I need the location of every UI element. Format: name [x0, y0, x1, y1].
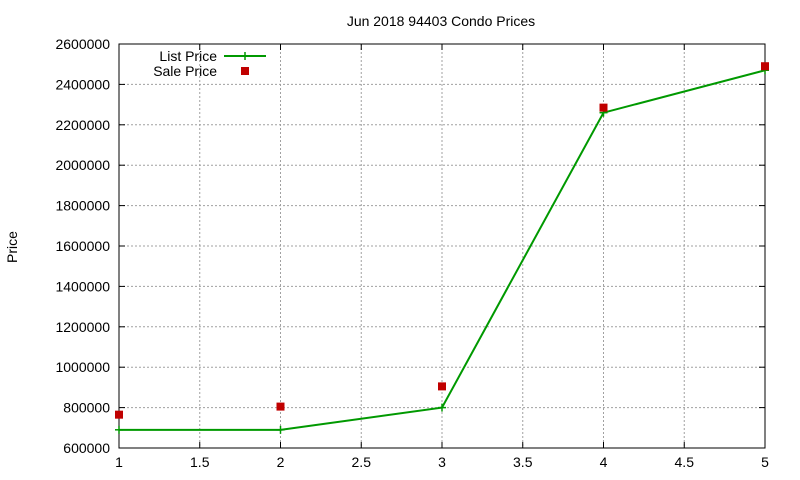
y-tick-label: 2200000	[55, 117, 110, 133]
x-tick-label: 2	[277, 454, 285, 470]
series-layer	[115, 62, 769, 434]
y-tick-label: 1000000	[55, 359, 110, 375]
sale-price-marker	[438, 382, 446, 391]
legend-label-sale-price: Sale Price	[153, 63, 217, 79]
list-price-marker	[115, 425, 123, 434]
list-price-marker	[276, 425, 285, 434]
sale-price-marker	[115, 410, 123, 419]
y-tick-label: 1800000	[55, 198, 110, 214]
x-tick-label: 5	[761, 454, 769, 470]
legend: List Price Sale Price	[153, 48, 266, 79]
x-tick-label: 1.5	[190, 454, 210, 470]
x-tick-label: 2.5	[352, 454, 372, 470]
y-tick-label: 1200000	[55, 319, 110, 335]
y-tick-label: 2600000	[55, 36, 110, 52]
legend-label-list-price: List Price	[159, 48, 217, 64]
x-tick-label: 4.5	[675, 454, 695, 470]
chart-title: Jun 2018 94403 Condo Prices	[347, 13, 535, 29]
ticks: 1 1.5 2 2.5 3 3.5 4 4.5 5 600000 800000 1000000 1200…	[55, 36, 769, 470]
legend-swatch-sale-price	[241, 67, 249, 75]
x-tick-label: 3	[438, 454, 446, 470]
list-price-marker	[438, 403, 446, 412]
sale-price-marker	[599, 103, 608, 112]
x-tick-label: 1	[115, 454, 123, 470]
y-tick-label: 800000	[63, 400, 110, 416]
y-tick-label: 1400000	[55, 278, 110, 294]
x-tick-label: 4	[600, 454, 608, 470]
y-axis-label: Price	[4, 231, 20, 263]
x-tick-label: 3.5	[513, 454, 533, 470]
sale-price-marker	[761, 62, 769, 71]
y-tick-label: 1600000	[55, 238, 110, 254]
y-tick-label: 2400000	[55, 76, 110, 92]
grid	[119, 44, 765, 448]
sale-price-marker	[276, 402, 285, 411]
plot-frame	[118, 43, 766, 449]
y-tick-label: 600000	[63, 440, 110, 456]
y-tick-label: 2000000	[55, 157, 110, 173]
